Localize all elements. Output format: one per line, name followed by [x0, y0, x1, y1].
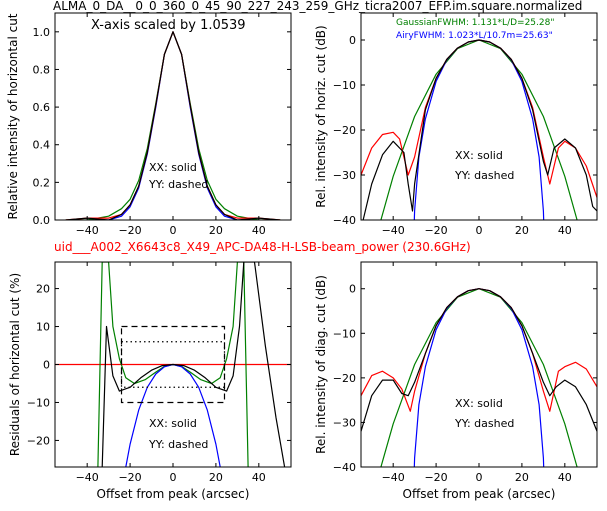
annotation-text: XX: solid [149, 417, 197, 430]
series-line-0 [380, 39, 578, 220]
y-tick-label: −30 [333, 169, 356, 182]
y-axis-label: Rel. intensity of diag. cut (dB) [314, 275, 328, 454]
x-tick-label: −20 [424, 471, 447, 484]
y-tick-label: 0.2 [33, 176, 51, 189]
annotation-text: XX: solid [455, 149, 503, 162]
x-tick-label: 40 [558, 224, 572, 237]
annotation-text: YY: dashed [148, 178, 208, 191]
x-tick-label: −20 [118, 224, 141, 237]
chart-horiz-linear: −40 −20 0 20 40 0.0 0.2 0.4 0.6 0.8 1.0 Relative in… [6, 12, 292, 237]
annotation-text: AiryFWHM: 1.023*L/10.7m=25.63" [396, 31, 553, 41]
y-tick-label: 0.4 [33, 139, 51, 152]
y-tick-label: 20 [36, 283, 50, 296]
y-tick-label: 0.8 [33, 63, 51, 76]
chart-diag-db: −40 −20 0 20 40 0 −10 −20 −30 −40 Rel. intensity o… [314, 261, 598, 501]
x-tick-label: 0 [476, 224, 483, 237]
plot-area [361, 288, 597, 467]
y-axis-label: Relative intensity of horizontal cut [6, 13, 20, 219]
annotation-text: YY: dashed [454, 169, 514, 182]
figure-subtitle: uid___A002_X6643c8_X49_APC-DA48-H-LSB-be… [54, 240, 471, 254]
x-tick-label: −20 [118, 471, 141, 484]
annotation-text: YY: dashed [148, 438, 208, 451]
y-tick-label: 1.0 [33, 26, 51, 39]
y-tick-label: 0 [43, 359, 50, 372]
y-tick-label: −20 [333, 124, 356, 137]
y-tick-label: −30 [333, 416, 356, 429]
y-tick-label: −10 [27, 396, 50, 409]
x-tick-label: 0 [476, 471, 483, 484]
series-line-3 [361, 288, 597, 432]
y-tick-label: −10 [333, 79, 356, 92]
series-line-1 [65, 31, 281, 220]
limit-box-dashed [120, 325, 226, 404]
x-tick-label: 20 [515, 471, 529, 484]
axes-frame [360, 12, 598, 221]
y-tick-label: 0 [349, 34, 356, 47]
y-tick-label: −20 [333, 372, 356, 385]
series-line-0 [87, 31, 259, 220]
series-line-1 [413, 288, 545, 467]
y-tick-label: −40 [333, 214, 356, 227]
series-line-3 [362, 39, 597, 220]
series-line-3 [101, 262, 286, 467]
x-tick-label: 0 [170, 224, 177, 237]
y-tick-label: −10 [333, 327, 356, 340]
y-tick-label: −20 [27, 434, 50, 447]
y-axis-label: Residuals of horizontal cut (%) [8, 273, 22, 456]
x-tick-label: 20 [209, 224, 223, 237]
annotation-text: XX: solid [149, 161, 197, 174]
x-tick-label: 0 [170, 471, 177, 484]
figure-title: ALMA_0_DA__0_0_360_0_45_90_227_243_259_G… [53, 0, 582, 13]
y-tick-label: 0.0 [33, 214, 51, 227]
annotation-text: GaussianFWHM: 1.131*L/D=25.28" [396, 18, 554, 28]
chart-horiz-db: −40 −20 0 20 40 0 −10 −20 −30 −40 Rel. intensity o… [314, 12, 598, 237]
x-tick-label: 20 [209, 471, 223, 484]
x-tick-label: −20 [424, 224, 447, 237]
plot-area [55, 262, 291, 467]
series-line-2 [125, 363, 221, 467]
plot-area [361, 39, 597, 220]
x-tick-label: −40 [382, 471, 405, 484]
x-tick-label: −40 [382, 224, 405, 237]
x-tick-label: 20 [515, 224, 529, 237]
chart-residuals: −40 −20 0 20 40 20 10 0 −10 −20 Residuals of horiz… [8, 261, 292, 501]
x-axis-label: Offset from peak (arcsec) [403, 487, 556, 501]
series-line-3 [65, 31, 281, 220]
x-tick-label: −40 [76, 224, 99, 237]
annotation-text: YY: dashed [454, 417, 514, 430]
plot-area [65, 31, 281, 220]
annotation-text: XX: solid [455, 397, 503, 410]
x-tick-label: 40 [252, 471, 266, 484]
series-line-2 [361, 288, 597, 412]
annotation-text: X-axis scaled by 1.0539 [91, 18, 246, 33]
y-tick-label: 0.6 [33, 101, 51, 114]
series-line-1 [413, 39, 545, 220]
y-tick-label: 0 [349, 283, 356, 296]
axes-frame [360, 261, 598, 468]
x-axis-label: Offset from peak (arcsec) [97, 487, 250, 501]
x-tick-label: 40 [252, 224, 266, 237]
x-tick-label: −40 [76, 471, 99, 484]
y-tick-label: 10 [36, 321, 50, 334]
x-tick-label: 40 [558, 471, 572, 484]
y-axis-label: Rel. intensity of horiz. cut (dB) [314, 25, 328, 207]
y-tick-label: −40 [333, 461, 356, 474]
series-line-2 [65, 31, 281, 220]
